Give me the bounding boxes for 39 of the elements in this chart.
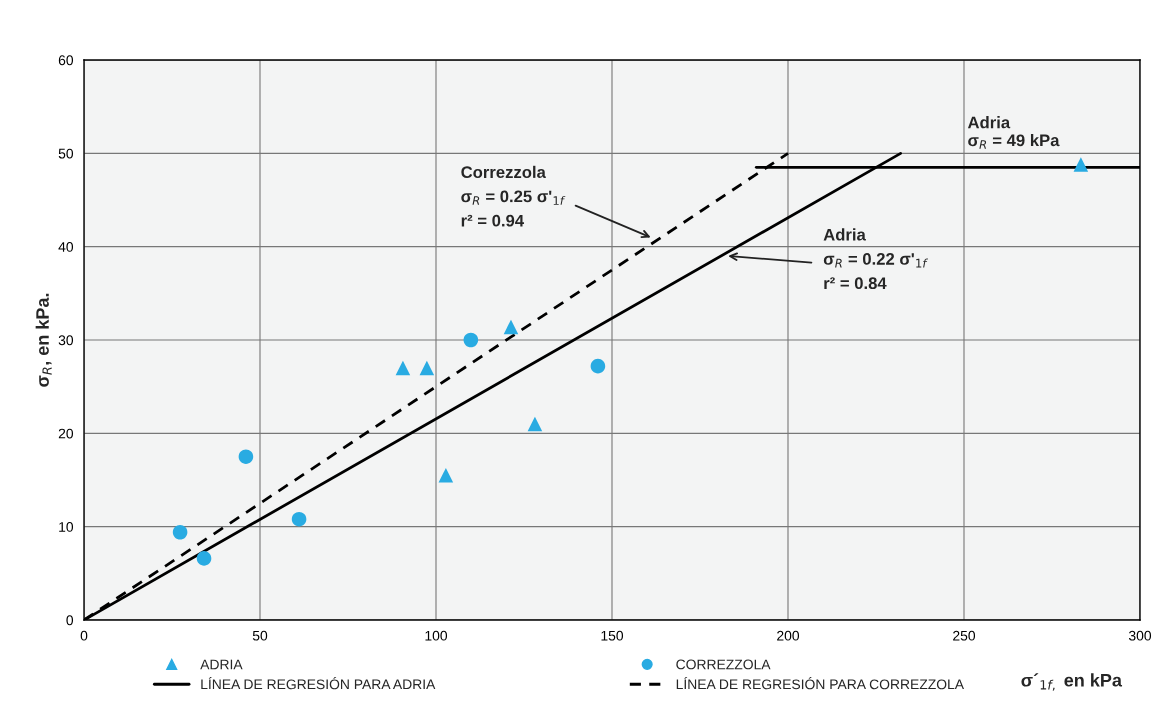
annotation: Adria [823,228,866,241]
point [238,449,254,464]
y-tick-label: 0 [66,615,74,626]
point [590,358,606,374]
annotation: Correzzola [461,165,546,179]
annotation: Adria σ$_{R}$ = 49 kPa [967,116,1060,149]
y-tick-label: 10 [59,522,74,532]
y-tick-label: 50 [58,148,74,159]
y-tick-label: 30 [58,335,74,346]
point [463,332,479,348]
x-tick-label: 100 [425,630,448,641]
point [172,524,188,540]
point [438,468,454,483]
point [395,360,411,376]
x-tick-label: 150 [601,630,624,641]
annotation: r² = 0.94 [461,214,525,227]
point [291,511,307,527]
x-tick-label: 300 [1128,630,1152,641]
point [419,360,435,376]
y-axis-title: σ$_{R}$, en kPa. [35,293,52,387]
y-tick-label: 40 [58,242,74,252]
x-axis-title: σ´$_{1f,}$ en kPa [1021,673,1123,691]
legend-label: LÍNEA DE REGRESIÓN PARA CORREZZOLA [676,677,965,690]
y-tick-label: 20 [58,428,74,439]
x-tick-label: 250 [953,630,976,641]
annotation: r² = 0.84 [824,277,887,290]
point [196,551,212,566]
x-tick-label: 200 [777,630,800,641]
x-tick-label: 0 [80,630,88,641]
x-tick-label: 50 [252,630,268,641]
legend-label: CORREZZOLA [676,659,771,670]
point [527,416,543,432]
point [1073,157,1089,172]
point [503,319,519,335]
legend-label: LÍNEA DE REGRESIÓN PARA ADRIA [201,677,436,690]
annotation: σ$_{R}$ = 0.22 σ'$_{1f}$ [823,253,928,268]
annotation: σ$_{R}$ = 0.25 σ'$_{1f}$ [461,190,566,205]
legend-label: ADRIA [200,659,243,670]
y-tick-label: 60 [58,55,74,66]
